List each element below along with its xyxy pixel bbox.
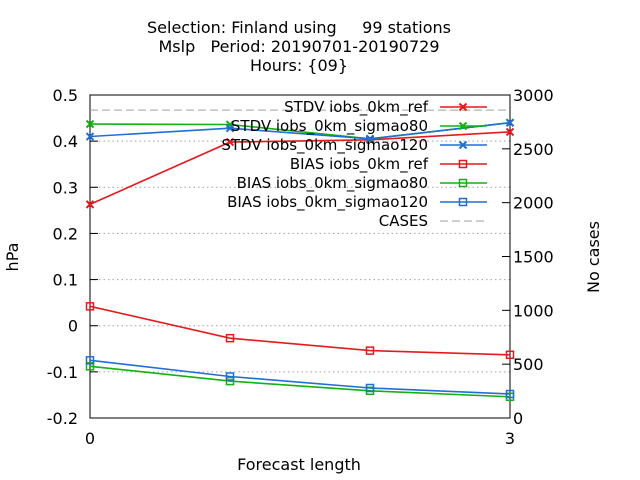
y-tick-label: 0.3: [53, 178, 78, 197]
title-line-2: Mslp Period: 20190701-20190729: [158, 37, 439, 56]
series-3: [85, 302, 515, 360]
y2-tick-label: 3000: [513, 86, 554, 105]
data-point: [225, 376, 235, 386]
legend-label: BIAS iobs_0km_sigmao120: [227, 193, 428, 212]
series-line: [89, 365, 511, 398]
series-5: [85, 356, 515, 399]
data-point: [505, 389, 515, 399]
y2-tick-label: 1500: [513, 248, 554, 267]
data-point: [505, 127, 515, 137]
title-line-1: Selection: Finland using 99 stations: [147, 18, 451, 37]
x-axis-title: Forecast length: [237, 455, 361, 474]
data-point: [365, 346, 375, 355]
series-line: [89, 305, 511, 356]
data-point: [225, 124, 235, 133]
data-point: [225, 333, 235, 343]
legend-label: STDV iobs_0km_ref: [284, 98, 429, 117]
data-point: [365, 134, 375, 144]
y-tick-label: -0.1: [47, 363, 78, 382]
data-point: [85, 200, 95, 209]
series-line: [89, 121, 511, 140]
data-point: [505, 350, 515, 360]
y2-tick-label: 2000: [513, 194, 554, 213]
title-line-3: Hours: {09}: [250, 56, 348, 75]
x-tick-label: 0: [85, 429, 95, 448]
series-layer: [85, 109, 515, 402]
legend-marker: [458, 121, 468, 131]
data-point: [85, 356, 95, 365]
y-tick-label: 0.2: [53, 224, 78, 243]
legend-label: BIAS iobs_0km_ref: [290, 155, 429, 174]
legend-label: CASES: [379, 212, 428, 230]
legend-label: BIAS iobs_0km_sigmao80: [237, 174, 428, 193]
data-point: [225, 372, 235, 381]
chart-title: Selection: Finland using 99 stations Msl…: [147, 18, 451, 75]
y2-tick-label: 0: [513, 409, 523, 428]
legend-label: STDV iobs_0km_sigmao120: [221, 136, 428, 155]
y-axis-title: hPa: [3, 243, 22, 272]
y-tick-label: -0.2: [47, 409, 78, 428]
y-tick-label: 0.5: [53, 86, 78, 105]
data-point: [85, 132, 95, 141]
x-tick-label: 3: [505, 429, 515, 448]
legend-marker: [458, 178, 468, 188]
legend-marker: [458, 159, 468, 169]
data-point: [225, 137, 235, 147]
y2-tick-label: 1000: [513, 301, 554, 320]
series-line: [89, 359, 511, 395]
y-tick-label: 0.1: [53, 271, 78, 290]
y-tick-label: 0: [68, 317, 78, 336]
legend-label: STDV iobs_0km_sigmao80: [231, 117, 428, 136]
series-line: [89, 131, 511, 206]
legend-marker: [458, 102, 468, 112]
y-tick-label: 0.4: [53, 132, 78, 151]
data-point: [505, 118, 515, 127]
legend-marker: [458, 140, 468, 150]
axis-ticks: -0.2 -0.1 0 0.1 0.2 0.3 0.4 0.5 0 500 1000 1500 2000…: [47, 86, 554, 448]
series-2: [85, 118, 515, 144]
data-point: [85, 302, 95, 311]
y2-tick-label: 2500: [513, 140, 554, 159]
y2-axis-title: No cases: [584, 221, 603, 293]
data-point: [85, 119, 95, 129]
y2-tick-label: 500: [513, 355, 544, 374]
legend-marker: [458, 197, 468, 207]
data-point: [85, 362, 95, 371]
data-point: [365, 383, 375, 393]
